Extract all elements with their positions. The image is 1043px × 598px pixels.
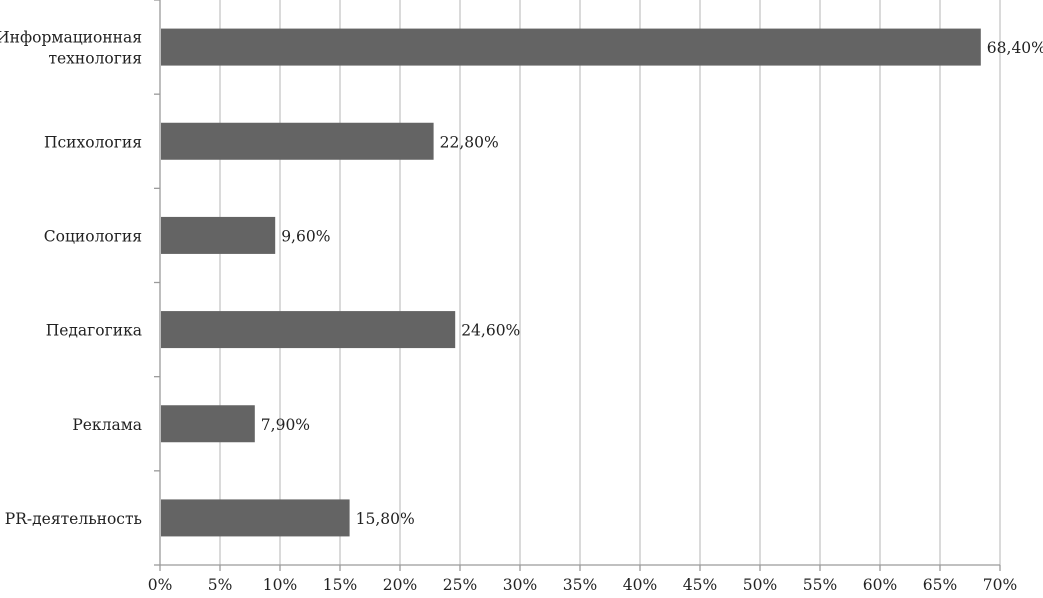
x-tick-label: 30% <box>503 576 537 594</box>
category-label: Психология <box>44 133 142 151</box>
bar <box>161 122 434 160</box>
category-label: Социология <box>44 227 142 245</box>
data-label: 24,60% <box>461 322 520 340</box>
data-label: 9,60% <box>281 227 330 245</box>
x-tick-label: 55% <box>803 576 837 594</box>
category-label: Информационная технология <box>0 29 142 68</box>
bars <box>161 28 981 537</box>
x-tick-label: 25% <box>443 576 477 594</box>
category-label: Реклама <box>72 416 142 434</box>
data-label: 15,80% <box>356 510 415 528</box>
labels: 0% 5% 10% 15% 20% 25% 30% 35% 40% 45% 50% 55% 60% 65%… <box>0 29 1043 594</box>
x-tick-label: 45% <box>683 576 717 594</box>
x-tick-label: 15% <box>323 576 357 594</box>
bar <box>161 28 981 66</box>
data-label: 7,90% <box>261 416 310 434</box>
x-tick-label: 60% <box>863 576 897 594</box>
x-tick-label: 40% <box>623 576 657 594</box>
bar <box>161 216 276 254</box>
data-label: 68,40% <box>987 39 1043 57</box>
x-tick-label: 50% <box>743 576 777 594</box>
gridlines <box>219 0 1001 565</box>
x-tick-label: 10% <box>263 576 297 594</box>
x-tick-label: 5% <box>208 576 233 594</box>
x-tick-label: 35% <box>563 576 597 594</box>
x-tick-label: 65% <box>923 576 957 594</box>
bar <box>161 405 255 443</box>
bar <box>161 311 456 349</box>
category-label: PR-деятельность <box>5 510 142 528</box>
x-tick-label: 20% <box>383 576 417 594</box>
bar <box>161 499 350 537</box>
x-tick-label: 70% <box>983 576 1017 594</box>
x-tick-label: 0% <box>148 576 173 594</box>
category-label: Педагогика <box>46 322 142 340</box>
data-label: 22,80% <box>440 133 499 151</box>
axes <box>154 0 1001 571</box>
